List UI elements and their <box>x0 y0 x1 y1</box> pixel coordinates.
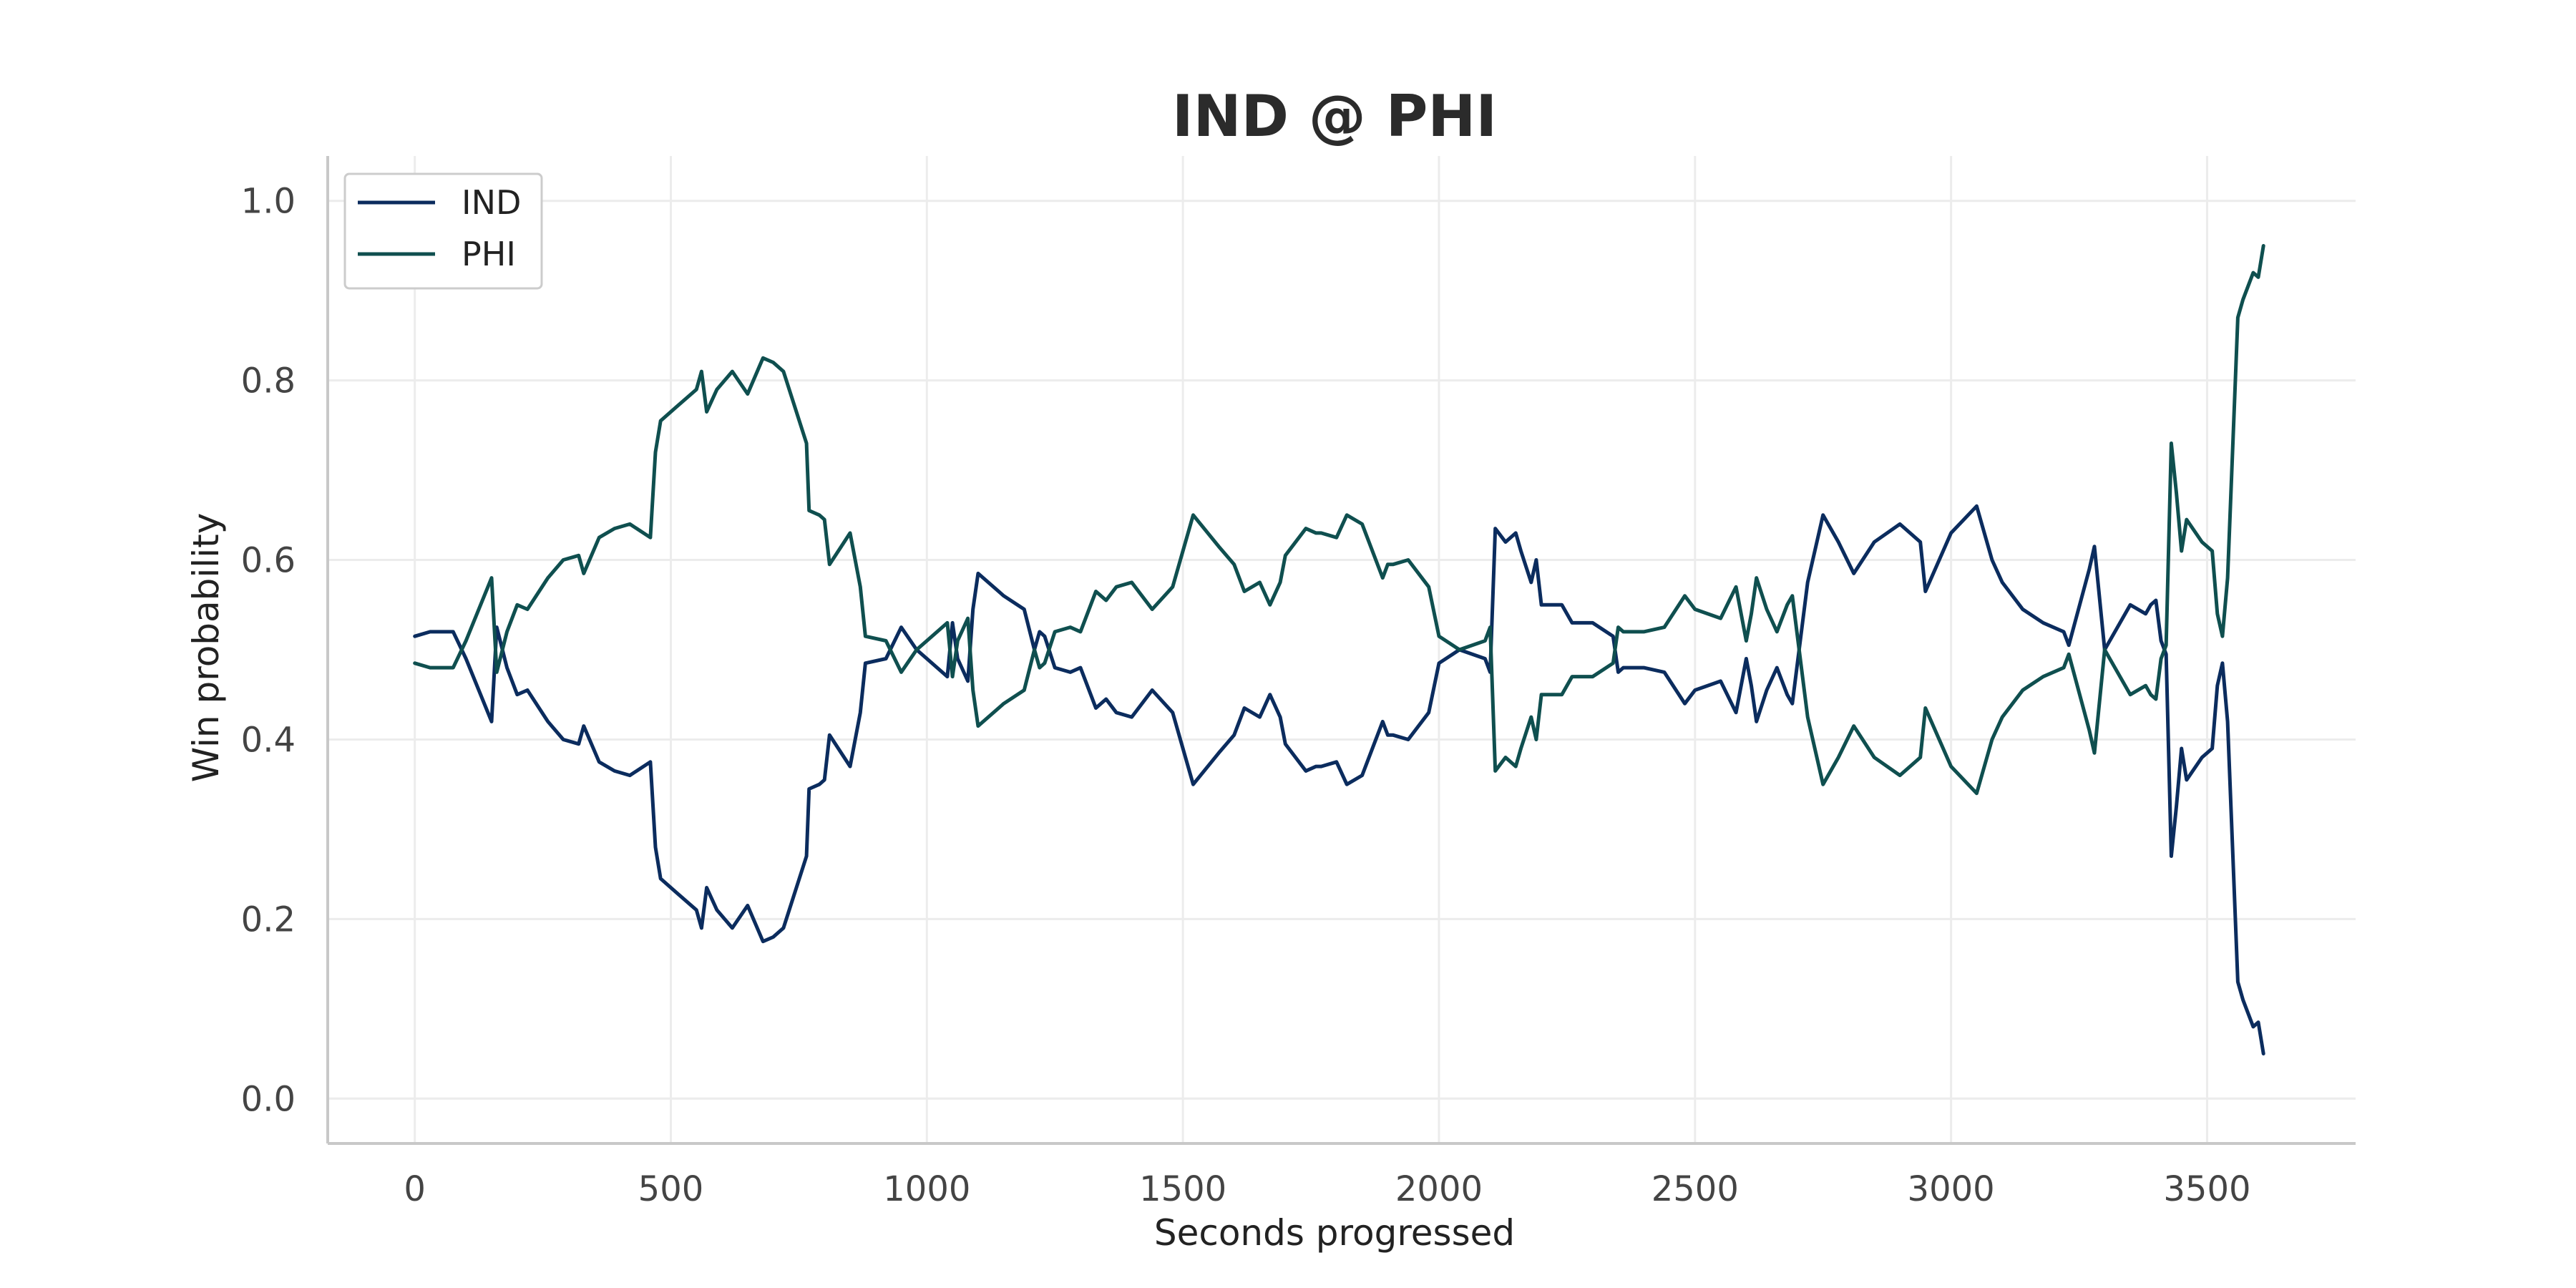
x-tick-label: 3500 <box>2163 1169 2250 1209</box>
y-tick-label: 0.4 <box>241 720 296 760</box>
y-axis-label: Win probability <box>185 513 227 783</box>
y-axis-ticks: 0.0 0.2 0.4 0.6 0.8 1.0 <box>241 182 296 1120</box>
y-tick-label: 0.2 <box>241 899 296 940</box>
x-axis-ticks: 0 500 1000 1500 2000 2500 3000 3500 <box>404 1169 2250 1209</box>
y-tick-label: 1.0 <box>241 182 296 222</box>
legend: IND PHI <box>343 172 543 290</box>
x-tick-label: 0 <box>404 1169 426 1209</box>
grid <box>328 156 2356 1143</box>
legend-label-ind: IND <box>462 183 521 222</box>
axes-spines <box>326 156 2356 1145</box>
x-tick-label: 500 <box>638 1169 704 1209</box>
x-tick-label: 2000 <box>1395 1169 1483 1209</box>
series-lines <box>413 244 2265 1055</box>
chart-title: IND @ PHI <box>1172 83 1497 150</box>
x-tick-label: 1500 <box>1139 1169 1226 1209</box>
series-line-phi <box>413 244 2265 796</box>
x-tick-label: 3000 <box>1908 1169 1995 1209</box>
x-tick-label: 2500 <box>1652 1169 1739 1209</box>
legend-label-phi: PHI <box>462 235 516 273</box>
x-axis-label: Seconds progressed <box>1154 1212 1515 1254</box>
y-tick-label: 0.6 <box>241 541 296 581</box>
y-tick-label: 0.0 <box>241 1079 296 1119</box>
y-tick-label: 0.8 <box>241 361 296 401</box>
series-line-ind <box>413 504 2265 1055</box>
x-tick-label: 1000 <box>883 1169 970 1209</box>
